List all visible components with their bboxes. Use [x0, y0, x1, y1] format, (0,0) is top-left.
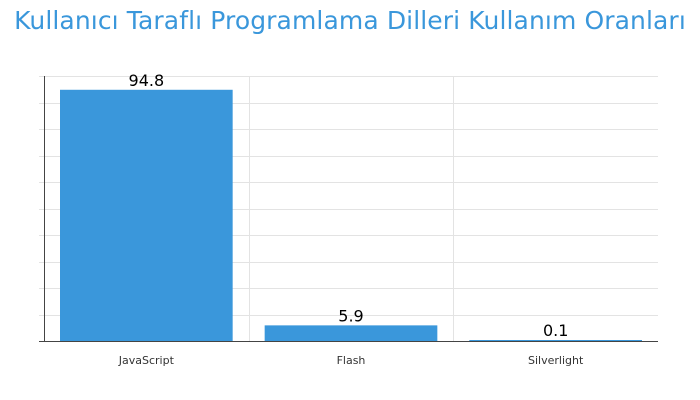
data-labels: 94.8 5.9 0.1 [129, 71, 569, 340]
bar-javascript [60, 89, 233, 341]
x-tick-label: JavaScript [118, 354, 175, 367]
data-label: 94.8 [129, 71, 165, 90]
data-label: 5.9 [338, 306, 363, 325]
x-tick-label: Flash [337, 354, 366, 367]
x-tick-label: Silverlight [528, 354, 584, 367]
axes [39, 76, 658, 342]
bar-flash [264, 325, 438, 341]
data-label: 0.1 [543, 321, 568, 340]
chart-title: Kullanıcı Taraflı Programlama Dilleri Ku… [14, 6, 686, 35]
bars [60, 89, 642, 341]
x-tick-labels: JavaScript Flash Silverlight [118, 354, 584, 367]
bar-silverlight [469, 340, 642, 341]
